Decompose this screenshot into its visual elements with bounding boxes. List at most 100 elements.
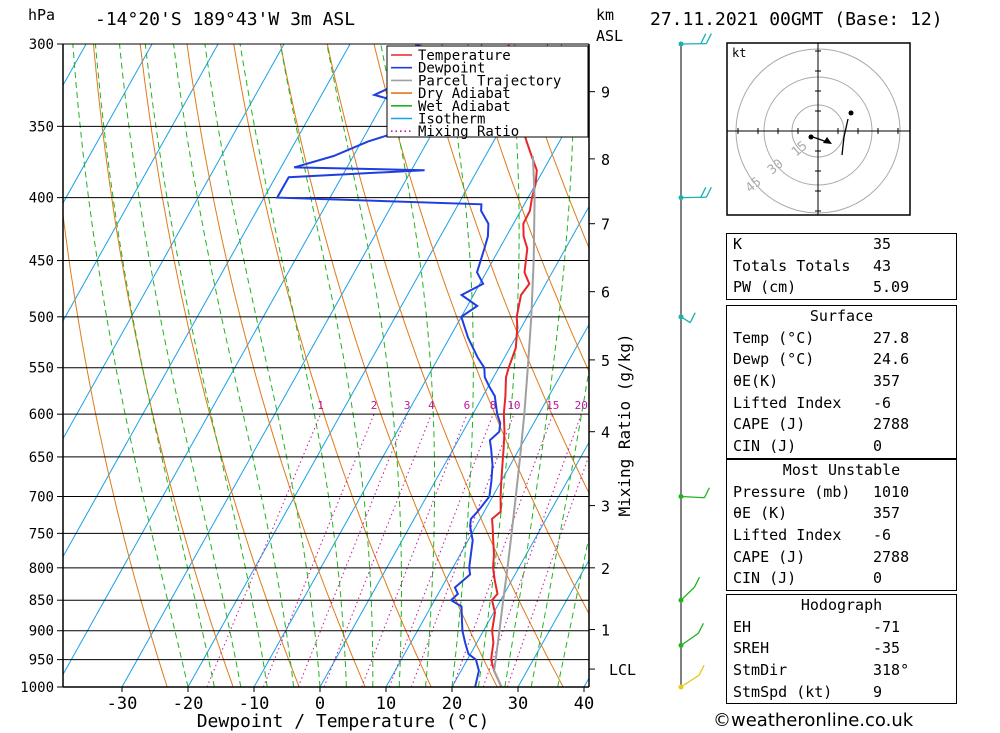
index-value: 0: [873, 569, 883, 588]
surface-row: CAPE (J) 2788: [727, 414, 956, 436]
index-value: -71: [873, 617, 901, 636]
index-value: -6: [873, 393, 892, 412]
pressure-tick-label: 550: [29, 361, 54, 377]
mixing-ratio-line: [206, 414, 322, 687]
temperature-tick-label: 0: [315, 694, 325, 714]
mixing-ratio-label: 10: [507, 399, 520, 412]
dry-adiabat-line: [513, 44, 589, 250]
index-key: Pressure (mb): [733, 482, 851, 501]
index-key: CAPE (J): [733, 415, 806, 434]
index-key: CIN (J): [733, 569, 797, 588]
km-tick-label: 5: [601, 352, 610, 370]
surface-table: Surface Temp (°C) 27.8 Dewp (°C) 24.6 θE(K…: [726, 305, 957, 459]
surface-row: Temp (°C) 27.8: [727, 328, 956, 350]
hodograph-trace: [841, 118, 849, 156]
surface-row: θE(K) 357: [727, 371, 956, 393]
wind-barb-flag: [700, 33, 707, 44]
most-unstable-table: Most Unstable Pressure (mb) 1010 θE (K) 35…: [726, 459, 957, 592]
wind-barb-shaft: [680, 674, 700, 688]
dry-adiabat-line: [186, 44, 366, 687]
temperature-tick-label: -10: [239, 694, 270, 714]
km-tick-label: 3: [601, 498, 610, 516]
dry-adiabat-line: [63, 210, 168, 687]
index-value: 27.8: [873, 328, 910, 347]
legend-label: Wet Adiabat: [418, 99, 511, 115]
wind-barb-flag: [697, 623, 704, 634]
km-tick-label: 7: [601, 216, 610, 234]
hodo-row: StmSpd (kt) 9: [727, 682, 956, 704]
most-unstable-title: Most Unstable: [782, 461, 901, 479]
wind-barb-flag: [705, 186, 712, 198]
wet-adiabat-line: [72, 44, 189, 687]
mixing-ratio-label: 4: [428, 399, 435, 412]
wet-adiabat-line: [94, 44, 215, 687]
isotherm-line: [63, 44, 351, 558]
index-key: SREH: [733, 639, 770, 658]
mixing-ratio-line: [323, 414, 432, 687]
index-value: 0: [873, 437, 883, 456]
hodograph-point: [808, 134, 814, 140]
legend-label: Temperature: [418, 48, 511, 64]
km-tick-label: 6: [601, 284, 610, 302]
index-value: 357: [873, 504, 901, 523]
index-key: Lifted Index: [733, 526, 842, 545]
copyright-footer: ©weatheronline.co.uk: [713, 710, 914, 731]
wind-barb-flag: [693, 576, 701, 588]
pressure-tick-label: 500: [29, 310, 54, 326]
mixing-ratio-axis-title: Mixing Ratio (g/kg): [615, 333, 634, 516]
mu-row: CAPE (J) 2788: [727, 547, 956, 569]
hodograph-point: [848, 110, 854, 116]
parcel-trajectory-line: [493, 155, 536, 687]
pressure-tick-label: 350: [29, 119, 54, 135]
lcl-label: LCL: [609, 661, 636, 679]
legend-label: Mixing Ratio: [418, 124, 519, 140]
wet-adiabat-line: [441, 44, 474, 687]
mu-row: CIN (J) 0: [727, 568, 956, 590]
wind-barb-flag: [700, 187, 707, 198]
isotherm-line: [0, 44, 20, 687]
index-row-totals: Totals Totals 43: [727, 256, 956, 278]
pressure-tick-label: 800: [29, 561, 54, 577]
pressure-tick-label: 400: [29, 191, 54, 207]
index-key: Lifted Index: [733, 393, 842, 412]
temperature-tick-label: 10: [376, 694, 396, 714]
isotherm-line: [121, 44, 483, 687]
index-value: 24.6: [873, 350, 910, 369]
wind-barb-shaft: [680, 632, 699, 646]
isotherm-line: [63, 44, 417, 676]
wind-barb-flag: [705, 33, 712, 44]
mixing-ratio-label: 1: [317, 399, 324, 412]
km-tick-label: 9: [601, 84, 610, 102]
isotherm-lines: [0, 44, 589, 687]
surface-title: Surface: [809, 307, 874, 325]
mixing-ratio-label: 25: [597, 399, 610, 412]
wet-adiabat-line: [504, 44, 575, 687]
isotherm-line: [517, 559, 589, 687]
surface-row: Lifted Index -6: [727, 393, 956, 415]
wind-barb-flag: [689, 312, 696, 323]
datetime-title: 27.11.2021 00GMT (Base: 12): [650, 9, 943, 30]
wind-barb-shaft: [680, 586, 695, 601]
legend-label: Parcel Trajectory: [418, 73, 561, 89]
wind-barb-flag: [703, 487, 710, 499]
pressure-tick-label: 850: [29, 593, 54, 609]
wind-barb-shaft: [680, 495, 705, 499]
mu-row: Lifted Index -6: [727, 525, 956, 547]
x-axis-title: Dewpoint / Temperature (°C): [197, 711, 490, 732]
hodograph-table-title: Hodograph: [800, 596, 883, 614]
isobar-lines: [63, 43, 589, 688]
axes: 3003504004505005506006507007508008509009…: [20, 37, 636, 732]
hodograph-unit: kt: [732, 46, 746, 60]
index-value: 318°: [873, 661, 910, 680]
index-key: CIN (J): [733, 437, 797, 456]
legend-box: [386, 45, 589, 138]
index-key: PW (cm): [733, 278, 797, 297]
index-key: K: [733, 235, 743, 253]
hodograph-arrow: [823, 137, 832, 144]
wet-adiabat-line: [477, 44, 520, 687]
dry-adiabat-line: [420, 44, 589, 495]
index-value: 1010: [873, 482, 910, 501]
